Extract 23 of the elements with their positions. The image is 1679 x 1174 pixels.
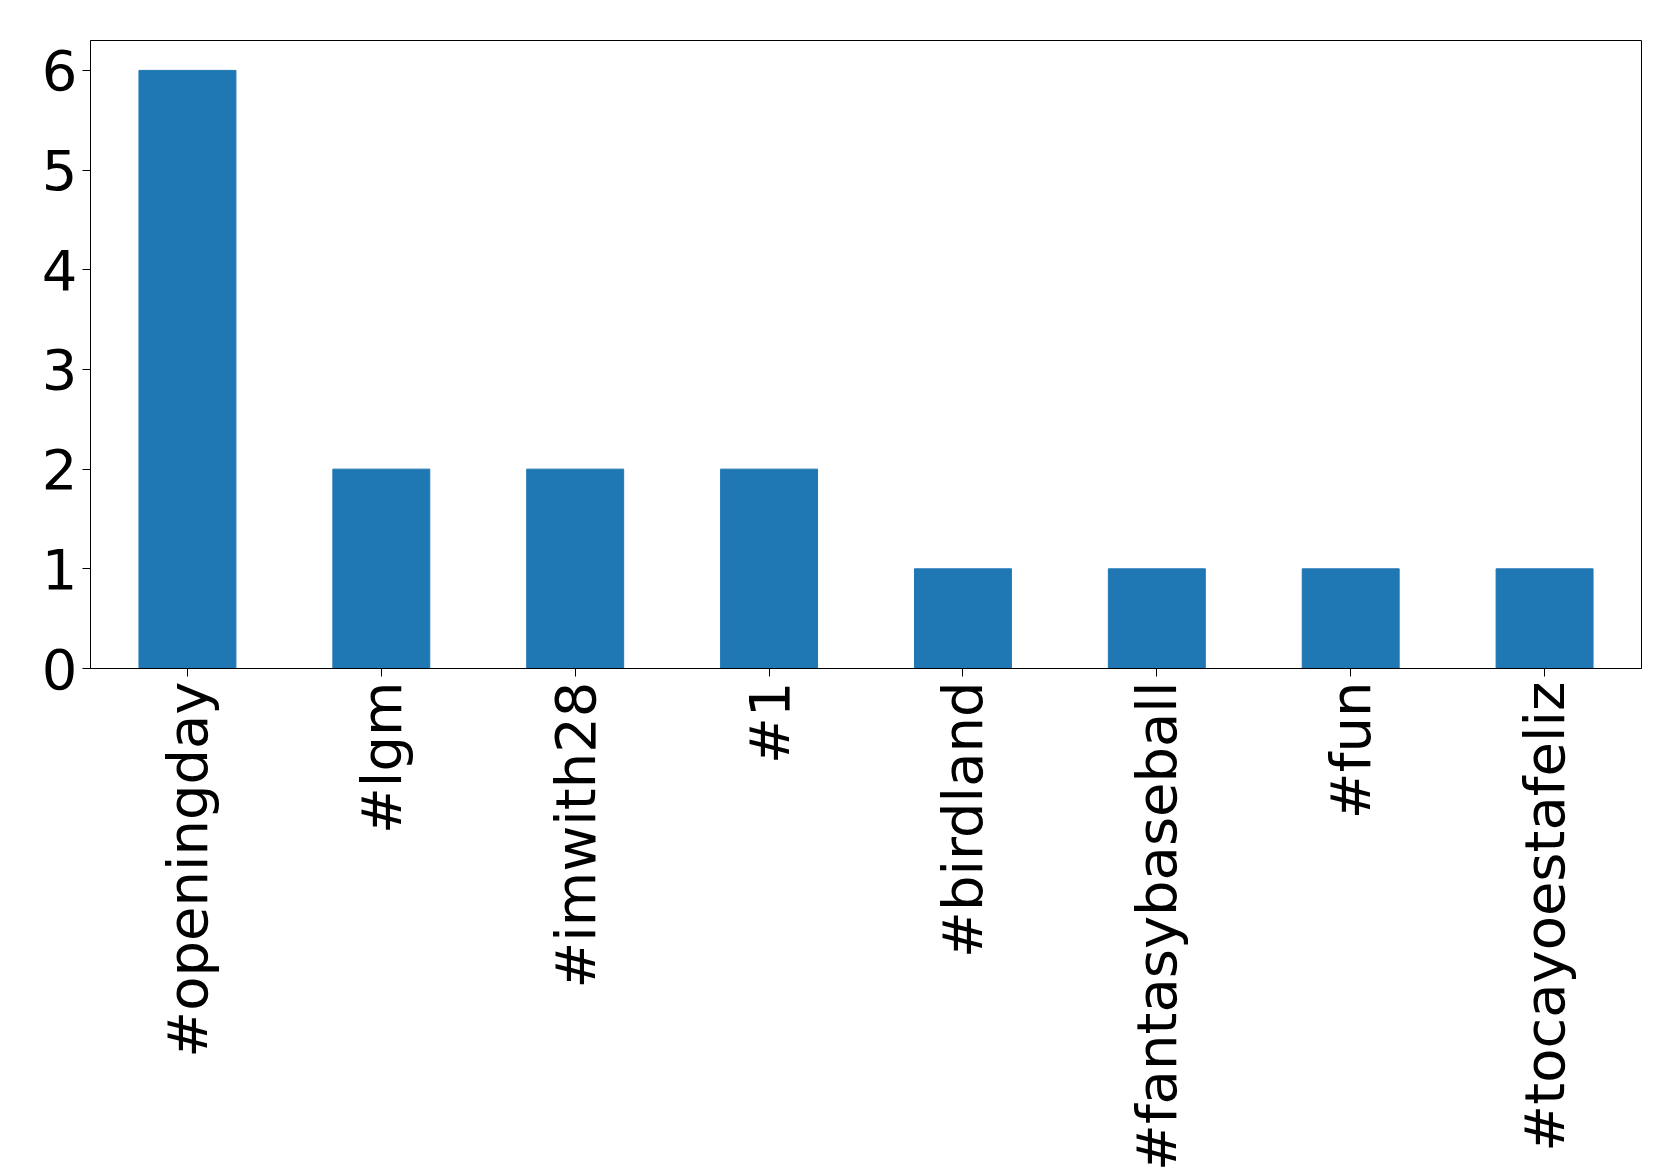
y-tick-label: 1 — [41, 536, 78, 602]
bar — [138, 69, 237, 669]
x-tick-label: #openingday — [154, 681, 220, 1058]
x-tick-label: #tocayoestafeliz — [1512, 681, 1578, 1152]
x-tick-label: #1 — [736, 681, 802, 765]
x-tick-label: #fun — [1318, 681, 1384, 820]
x-tick-label: #lgm — [348, 681, 414, 835]
bar — [913, 568, 1012, 669]
y-tick-label: 2 — [41, 437, 78, 503]
bar — [1107, 568, 1206, 669]
y-tick-label: 6 — [41, 38, 78, 104]
x-tick-label: #imwith28 — [542, 681, 608, 989]
bar — [1301, 568, 1400, 669]
x-tick-label: #birdland — [930, 681, 996, 959]
bar — [526, 468, 625, 669]
y-tick-label: 3 — [41, 337, 78, 403]
bar — [1495, 568, 1594, 669]
y-tick-label: 4 — [41, 237, 78, 303]
bar — [720, 468, 819, 669]
x-tick-label: #fantasybaseball — [1124, 681, 1190, 1172]
bar — [332, 468, 431, 669]
y-tick-label: 5 — [41, 138, 78, 204]
y-tick-label: 0 — [41, 636, 78, 702]
